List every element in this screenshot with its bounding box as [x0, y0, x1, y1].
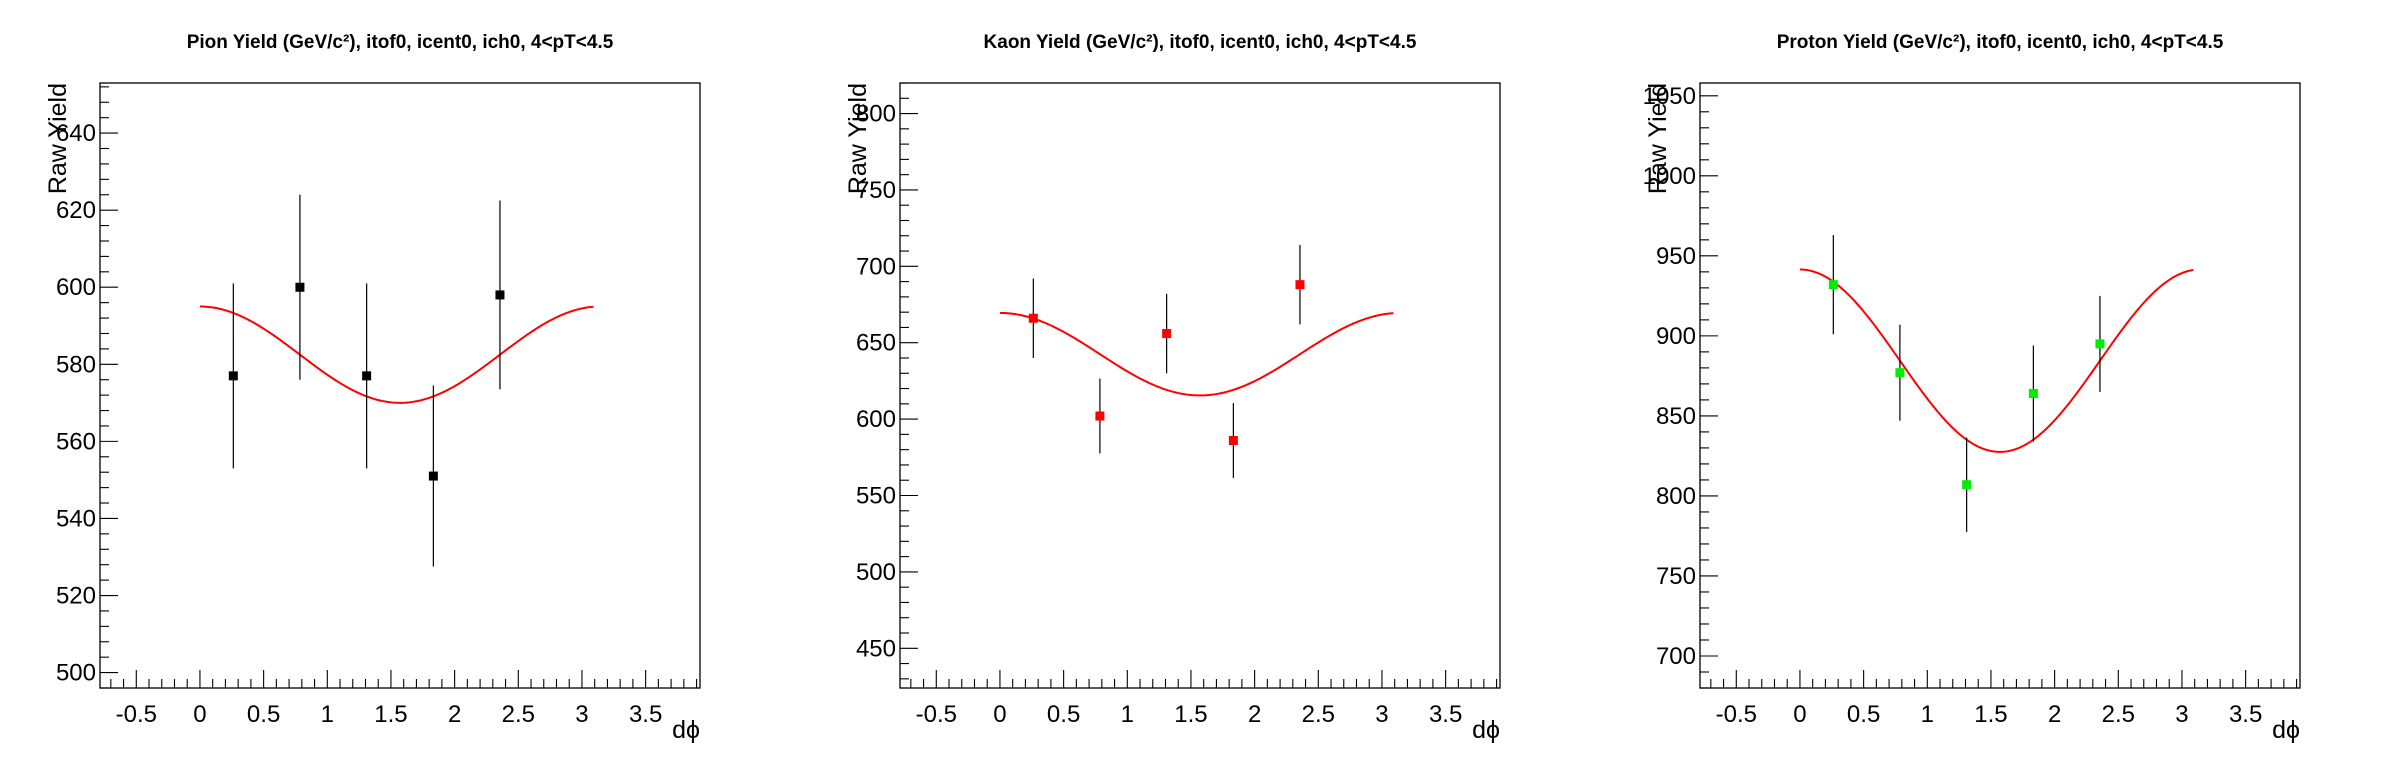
- kaon-x-axis-label: dϕ: [1472, 716, 1500, 744]
- proton-x-axis-label: dϕ: [2272, 716, 2300, 744]
- kaon-y-tick-label: 650: [856, 330, 896, 357]
- kaon-x-tick-label: 1: [1121, 701, 1134, 728]
- proton-chart-title: Proton Yield (GeV/c²), itof0, icent0, ic…: [1777, 32, 2224, 53]
- proton-data-point: [1962, 480, 1972, 490]
- pion-x-tick-label: -0.5: [116, 701, 157, 728]
- kaon-x-tick-label: 2: [1248, 701, 1261, 728]
- kaon-fit-curve: [999, 311, 1394, 397]
- pion-x-tick-label: 0.5: [247, 701, 280, 728]
- pion-plot-frame: [99, 82, 701, 689]
- kaon-chart-title: Kaon Yield (GeV/c²), itof0, icent0, ich0…: [984, 32, 1417, 53]
- kaon-x-tick-label: 1.5: [1174, 701, 1207, 728]
- pion-x-axis-label: dϕ: [672, 716, 700, 744]
- pion-x-tick-label: 1.5: [374, 701, 407, 728]
- proton-y-tick-label: 950: [1656, 243, 1696, 270]
- kaon-y-tick-label: 750: [856, 177, 896, 204]
- pion-y-tick-label: 580: [56, 351, 96, 378]
- proton-x-tick-label: 3.5: [2229, 701, 2262, 728]
- pion-y-axis-label: Raw Yield: [44, 83, 72, 194]
- pion-y-tick-label: 560: [56, 428, 96, 455]
- kaon-data-point: [1228, 436, 1238, 445]
- proton-fit-curve: [1799, 268, 2194, 453]
- kaon-yield-panel: Kaon Yield (GeV/c²), itof0, icent0, ich0…: [844, 32, 1501, 744]
- pion-y-tick-label: 540: [56, 505, 96, 532]
- proton-data-point: [2028, 389, 2038, 399]
- pion-data-point: [495, 290, 505, 300]
- proton-x-tick-label: 1.5: [1974, 701, 2007, 728]
- kaon-data-point: [1162, 329, 1172, 339]
- pion-y-tick-label: 600: [56, 274, 96, 301]
- kaon-y-tick-label: 550: [856, 483, 896, 510]
- kaon-y-tick-label: 800: [856, 101, 896, 128]
- kaon-x-tick-label: 0.5: [1047, 701, 1080, 728]
- proton-x-tick-label: 2.5: [2102, 701, 2135, 728]
- proton-plot-frame: [1699, 82, 2301, 689]
- proton-data-point: [2095, 339, 2105, 349]
- pion-y-tick-label: 640: [56, 120, 96, 147]
- pion-x-tick-label: 3: [575, 701, 588, 728]
- kaon-data-point: [1028, 313, 1038, 323]
- proton-y-tick-label: 700: [1656, 643, 1696, 670]
- kaon-plot-frame: [899, 82, 1501, 689]
- kaon-y-tick-label: 600: [856, 406, 896, 433]
- kaon-x-tick-label: 2.5: [1302, 701, 1335, 728]
- proton-x-tick-label: 0.5: [1847, 701, 1880, 728]
- kaon-data-point: [1095, 411, 1105, 421]
- pion-x-tick-label: 0: [193, 701, 206, 728]
- pion-data-point: [362, 371, 372, 381]
- proton-y-tick-label: 750: [1656, 563, 1696, 590]
- kaon-x-tick-label: 3: [1375, 701, 1388, 728]
- pion-chart-title: Pion Yield (GeV/c²), itof0, icent0, ich0…: [187, 32, 614, 53]
- pion-data-point: [295, 282, 305, 292]
- proton-x-tick-label: -0.5: [1716, 701, 1757, 728]
- pion-data-point: [228, 371, 238, 381]
- kaon-x-tick-label: 3.5: [1429, 701, 1462, 728]
- pion-y-tick-label: 520: [56, 583, 96, 610]
- kaon-y-tick-label: 500: [856, 559, 896, 586]
- proton-yield-panel: Proton Yield (GeV/c²), itof0, icent0, ic…: [1643, 32, 2301, 744]
- proton-y-axis-label: Raw Yield: [1644, 83, 1672, 194]
- proton-y-tick-label: 800: [1656, 483, 1696, 510]
- pion-fit-curve: [199, 305, 594, 404]
- pion-y-tick-label: 620: [56, 197, 96, 224]
- proton-y-tick-label: 1050: [1643, 83, 1696, 110]
- kaon-y-tick-label: 450: [856, 635, 896, 662]
- proton-y-tick-label: 850: [1656, 403, 1696, 430]
- kaon-y-tick-label: 700: [856, 253, 896, 280]
- pion-x-tick-label: 1: [321, 701, 334, 728]
- proton-data-point: [1895, 368, 1905, 378]
- kaon-data-point: [1295, 280, 1305, 290]
- proton-x-tick-label: 2: [2048, 701, 2061, 728]
- pion-y-tick-label: 500: [56, 660, 96, 687]
- proton-y-tick-label: 900: [1656, 323, 1696, 350]
- proton-data-point: [1828, 280, 1838, 290]
- pion-x-tick-label: 2.5: [502, 701, 535, 728]
- proton-x-tick-label: 0: [1793, 701, 1806, 728]
- proton-y-tick-label: 1000: [1643, 163, 1696, 190]
- proton-x-tick-label: 1: [1921, 701, 1934, 728]
- kaon-x-tick-label: 0: [993, 701, 1006, 728]
- kaon-y-axis-label: Raw Yield: [844, 83, 872, 194]
- kaon-x-tick-label: -0.5: [916, 701, 957, 728]
- pion-x-tick-label: 3.5: [629, 701, 662, 728]
- proton-x-tick-label: 3: [2175, 701, 2188, 728]
- pion-yield-panel: Pion Yield (GeV/c²), itof0, icent0, ich0…: [44, 32, 701, 744]
- pion-data-point: [428, 471, 438, 481]
- pion-x-tick-label: 2: [448, 701, 461, 728]
